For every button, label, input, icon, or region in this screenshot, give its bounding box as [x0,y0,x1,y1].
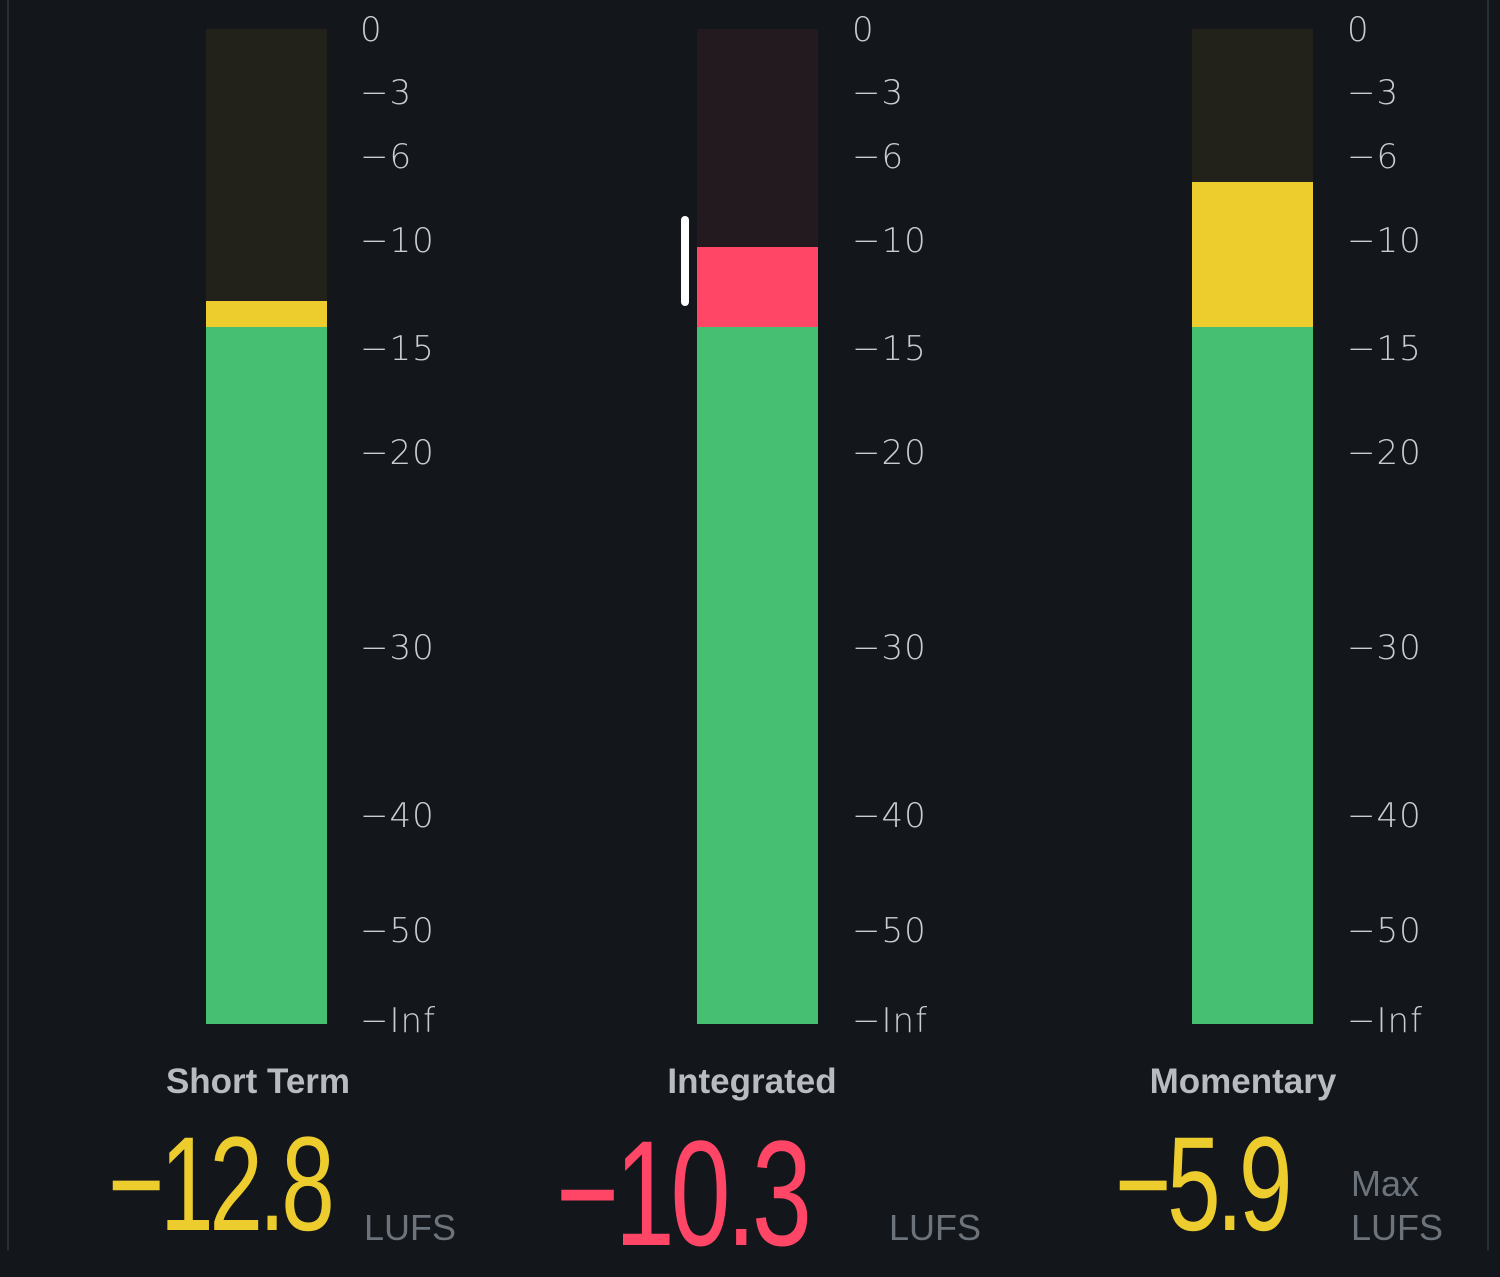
short-term-tick-label: 0 [360,10,383,50]
integrated-tick-label: −Inf [852,1001,929,1041]
integrated-meter-over-fill [697,247,818,328]
short-term-meter-green-fill [206,327,327,1024]
short-term-tick-label: −3 [360,73,413,113]
momentary-unit-max: Max [1351,1163,1420,1204]
integrated-range-marker [681,215,689,306]
short-term-title: Short Term [165,1062,351,1101]
momentary-title: Momentary [1149,1062,1337,1101]
integrated-unit: LUFS [889,1207,982,1248]
integrated-tick-label: −6 [852,137,905,177]
momentary-tick-label: −50 [1347,911,1422,951]
integrated-tick-label: −3 [852,73,905,113]
momentary-tick-label: −Inf [1347,1001,1424,1041]
short-term-value: −12.8 [108,1110,335,1259]
integrated-tick-label: −50 [852,911,927,951]
panel-border-right [1487,0,1489,1250]
momentary-meter-bar [1192,29,1313,1024]
short-term-tick-label: −50 [360,911,435,951]
momentary-tick-label: −30 [1347,628,1422,668]
short-term-meter-over-fill [206,301,327,328]
integrated-title: Integrated [667,1062,837,1101]
integrated-tick-label: 0 [852,10,875,50]
short-term-meter-bar [206,29,327,1024]
integrated-value: −10.3 [556,1109,812,1277]
momentary-tick-label: −10 [1347,221,1422,261]
integrated-meter-green-fill [697,327,818,1024]
momentary-tick-label: −15 [1347,329,1422,369]
short-term-tick-label: −15 [360,329,435,369]
short-term-tick-label: −Inf [360,1001,437,1041]
momentary-tick-label: −6 [1347,137,1400,177]
short-term-tick-label: −20 [360,433,435,473]
short-term-tick-label: −40 [360,796,435,836]
momentary-value: −5.9 [1115,1110,1293,1259]
short-term-unit: LUFS [364,1207,457,1248]
integrated-tick-label: −40 [852,796,927,836]
integrated-tick-label: −30 [852,628,927,668]
integrated-tick-label: −15 [852,329,927,369]
short-term-tick-label: −10 [360,221,435,261]
panel-border-left [7,0,9,1250]
integrated-meter-bar [697,29,818,1024]
momentary-tick-label: 0 [1347,10,1370,50]
momentary-meter-green-fill [1192,327,1313,1024]
integrated-tick-label: −20 [852,433,927,473]
momentary-tick-label: −40 [1347,796,1422,836]
momentary-tick-label: −20 [1347,433,1422,473]
short-term-tick-label: −6 [360,137,413,177]
momentary-tick-label: −3 [1347,73,1400,113]
integrated-tick-label: −10 [852,221,927,261]
short-term-tick-label: −30 [360,628,435,668]
momentary-unit: LUFS [1351,1207,1444,1248]
momentary-meter-over-fill [1192,182,1313,328]
